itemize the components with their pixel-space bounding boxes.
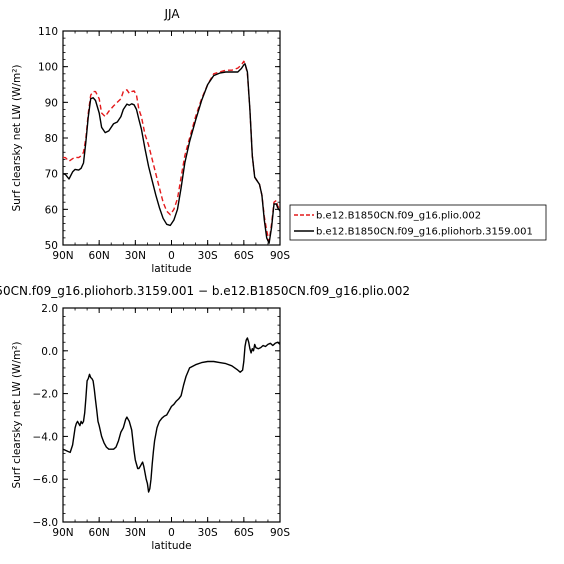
y-tick-label: 0.0 xyxy=(41,346,58,358)
series-line-1 xyxy=(62,63,281,244)
x-tick-label: 90S xyxy=(270,527,290,539)
plot-frame xyxy=(62,30,281,246)
x-tick-label: 0 xyxy=(168,527,175,539)
x-tick-label: 0 xyxy=(168,250,175,262)
y-tick-label: 80 xyxy=(45,133,58,145)
y-tick-label: 100 xyxy=(38,62,58,74)
chart-title: b.e12.B1850CN.f09_g16.pliohorb.3159.001 … xyxy=(0,284,410,298)
legend-label-0: b.e12.B1850CN.f09_g16.plio.002 xyxy=(316,211,481,222)
y-tick-label: 50 xyxy=(45,240,58,252)
series-line-0 xyxy=(62,337,281,493)
legend: b.e12.B1850CN.f09_g16.plio.002 b.e12.B185… xyxy=(289,204,547,241)
x-tick-label: 30S xyxy=(198,250,218,262)
legend-label-1: b.e12.B1850CN.f09_g16.pliohorb.3159.001 xyxy=(316,227,533,238)
y-tick-label: 110 xyxy=(38,26,58,38)
x-tick-label: 30N xyxy=(125,250,146,262)
y-tick-label: 60 xyxy=(45,204,58,216)
y-tick-label: −4.0 xyxy=(33,431,59,443)
y-tick-label: 70 xyxy=(45,169,58,181)
bottom-panel-chart: 90N 60N 30N 0 30S 60S 90S −8.0 −6.0 −4.0 −2.0 0.0 2.… xyxy=(0,284,410,552)
x-axis-title: latitude xyxy=(151,540,191,552)
x-tick-label: 60N xyxy=(89,250,110,262)
series-line-0 xyxy=(63,60,281,243)
y-tick-label: −6.0 xyxy=(33,474,59,486)
top-panel-chart: 90N 60N 30N 0 30S 60S 90S 50 60 70 80 90 100 110 JJA la… xyxy=(11,7,290,275)
x-tick-label: 90N xyxy=(52,527,73,539)
legend-box xyxy=(289,204,547,241)
x-tick-label: 60S xyxy=(234,250,254,262)
x-tick-label: 30S xyxy=(198,527,218,539)
x-tick-label: 90S xyxy=(270,250,290,262)
y-tick-label: −8.0 xyxy=(33,517,59,529)
y-tick-label: 90 xyxy=(45,97,58,109)
y-axis-title: Surf clearsky net LW (W/m²) xyxy=(11,341,23,488)
chart-title: JJA xyxy=(163,7,180,21)
y-tick-label: −2.0 xyxy=(33,389,59,401)
y-axis-title: Surf clearsky net LW (W/m²) xyxy=(11,64,23,211)
y-tick-label: 2.0 xyxy=(41,303,58,315)
x-tick-label: 30N xyxy=(125,527,146,539)
x-tick-label: 60S xyxy=(234,527,254,539)
x-tick-label: 60N xyxy=(89,527,110,539)
x-axis-title: latitude xyxy=(151,263,191,275)
x-tick-label: 90N xyxy=(52,250,73,262)
